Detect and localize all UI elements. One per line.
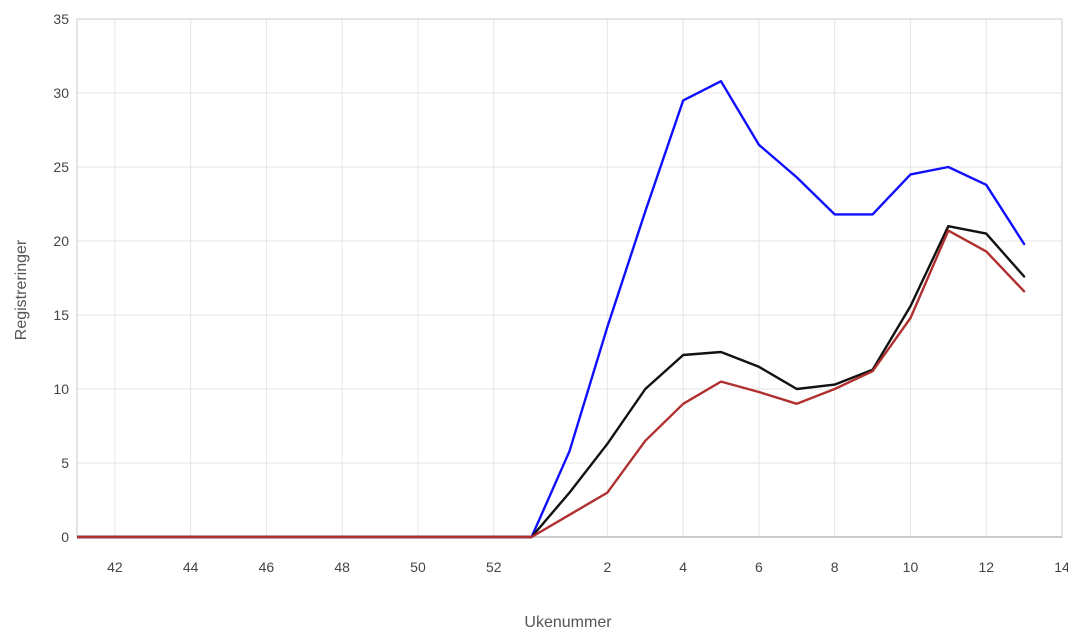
grid-layer [77, 18, 1063, 538]
y-axis-title: Registreringer [13, 239, 30, 340]
series-line-3 [77, 229, 1026, 539]
y-tick-labels: 0 5 10 15 20 25 30 35 [53, 11, 69, 545]
x-tick-labels: 42 44 46 48 50 52 2 4 6 8 10 12 14 [107, 559, 1068, 575]
x-tick-label: 8 [831, 559, 839, 575]
series-line-1 [77, 79, 1026, 539]
y-tick-label: 35 [53, 11, 69, 27]
y-tick-label: 5 [61, 455, 69, 471]
y-tick-label: 30 [53, 85, 69, 101]
y-tick-label: 15 [53, 307, 69, 323]
x-tick-label: 4 [679, 559, 687, 575]
y-tick-label: 25 [53, 159, 69, 175]
x-tick-label: 50 [410, 559, 426, 575]
x-tick-label: 42 [107, 559, 123, 575]
plot-border [76, 18, 1063, 538]
x-tick-label: 14 [1054, 559, 1068, 575]
x-tick-label: 46 [259, 559, 275, 575]
axis-layer [76, 18, 1063, 538]
series-line-2 [77, 224, 1026, 539]
series-layer [77, 79, 1026, 539]
x-axis-title: Ukenummer [524, 614, 612, 629]
x-tick-label: 2 [603, 559, 611, 575]
y-tick-label: 20 [53, 233, 69, 249]
x-tick-label: 52 [486, 559, 502, 575]
y-tick-label: 0 [61, 529, 69, 545]
x-tick-label: 12 [978, 559, 994, 575]
x-tick-label: 10 [903, 559, 919, 575]
x-tick-label: 44 [183, 559, 199, 575]
x-tick-label: 6 [755, 559, 763, 575]
x-tick-label: 48 [334, 559, 350, 575]
y-tick-label: 10 [53, 381, 69, 397]
